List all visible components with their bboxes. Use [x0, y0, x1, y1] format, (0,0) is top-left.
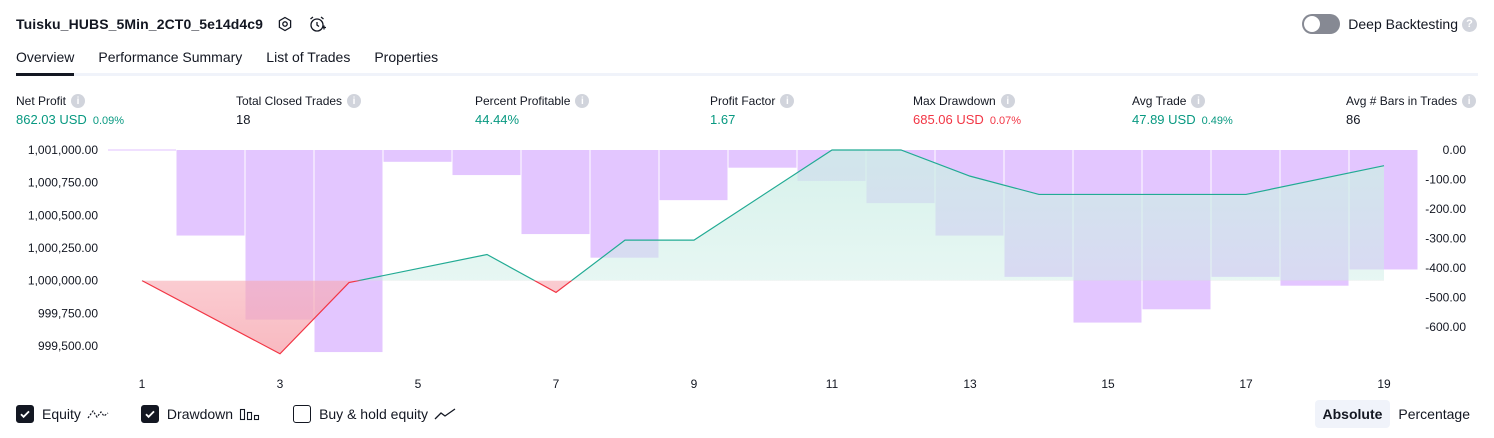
left-axis-tick-label: 1,000,250.00 [28, 241, 98, 255]
deep-backtesting-control: Deep Backtesting ? [1302, 13, 1477, 35]
x-axis-tick-label: 5 [415, 377, 422, 390]
drawdown-bar [176, 150, 245, 236]
x-axis-tick-label: 19 [1377, 377, 1391, 390]
legend-equity[interactable]: Equity [16, 405, 109, 423]
buy-hold-checkbox[interactable] [293, 405, 312, 423]
x-axis-tick-label: 11 [826, 377, 839, 390]
metric-label: Avg Trade [1132, 94, 1187, 108]
metric-value: 47.89 USD [1132, 112, 1196, 127]
metric-value: 44.44% [475, 112, 520, 127]
x-axis-tick-label: 15 [1101, 377, 1115, 390]
drawdown-bar [314, 150, 383, 353]
metric-label: Max Drawdown [913, 94, 996, 108]
metric-value: 862.03 USD [16, 112, 87, 127]
metric-avg-trade: Avg Trade i 47.89 USD 0.49% [1132, 92, 1233, 127]
drawdown-bar [728, 150, 797, 168]
tab-properties[interactable]: Properties [374, 49, 439, 65]
right-axis-tick-label: -100.00 [1425, 173, 1466, 187]
metric-avg-bars-in-trades: Avg # Bars in Trades i 86 [1346, 92, 1477, 127]
help-icon[interactable]: i [71, 94, 86, 108]
legend-drawdown[interactable]: Drawdown [140, 405, 261, 423]
equity-drawdown-chart[interactable]: 1,001,000.00 1,000,750.00 1,000,500.00 1,00… [0, 140, 1494, 390]
metric-label: Net Profit [16, 94, 67, 108]
metric-value: 1.67 [710, 112, 736, 127]
metric-value: 18 [236, 112, 251, 127]
metric-percent-profitable: Percent Profitable i 44.44% [475, 92, 590, 127]
metric-label: Profit Factor [710, 94, 776, 108]
metric-percent: 0.09% [92, 115, 125, 127]
x-axis-tick-label: 7 [553, 377, 560, 390]
legend-label: Drawdown [166, 406, 234, 422]
help-icon[interactable]: i [1000, 94, 1015, 108]
strategy-title: Tuisku_HUBS_5Min_2CT0_5e14d4c9 [16, 16, 264, 32]
left-axis-tick-label: 1,001,000.00 [28, 143, 98, 157]
right-axis-tick-label: -200.00 [1425, 202, 1466, 216]
x-axis-tick-label: 9 [691, 377, 698, 390]
equity-checkbox[interactable] [16, 405, 34, 423]
buy-hold-line-icon [434, 408, 456, 420]
left-axis-tick-label: 1,000,750.00 [28, 176, 98, 190]
metric-value: 685.06 USD [913, 112, 984, 127]
tab-performance-summary[interactable]: Performance Summary [98, 49, 243, 65]
drawdown-bar [383, 150, 452, 162]
help-icon[interactable]: i [1462, 94, 1477, 108]
right-axis-tick-label: -600.00 [1425, 320, 1466, 334]
equity-line [142, 149, 1385, 281]
right-axis-tick-label: -400.00 [1425, 261, 1466, 275]
chart-legend: Equity Drawdown Buy & hold equity [16, 403, 488, 425]
help-icon[interactable]: i [347, 94, 362, 108]
metric-label: Avg # Bars in Trades [1346, 94, 1458, 108]
metric-profit-factor: Profit Factor i 1.67 [710, 92, 795, 127]
left-axis-tick-label: 999,750.00 [38, 306, 98, 320]
mode-absolute[interactable]: Absolute [1314, 400, 1391, 428]
metric-percent: 0.49% [1201, 115, 1233, 127]
left-axis-tick-label: 999,500.00 [38, 339, 98, 353]
left-axis-tick-label: 1,000,000.00 [28, 274, 98, 288]
x-axis-tick-label: 17 [1239, 377, 1253, 390]
left-axis-tick-label: 1,000,500.00 [28, 208, 98, 222]
settings-icon[interactable] [273, 12, 297, 36]
x-axis-tick-label: 3 [277, 377, 284, 390]
legend-label: Equity [42, 406, 81, 422]
metric-total-closed-trades: Total Closed Trades i 18 [236, 92, 362, 127]
legend-label: Buy & hold equity [319, 406, 429, 422]
metrics-row: Net Profit i 862.03 USD 0.09% Total Closed… [16, 92, 1478, 132]
mode-percentage[interactable]: Percentage [1398, 406, 1470, 422]
add-alert-icon[interactable] [305, 12, 329, 36]
metric-max-drawdown: Max Drawdown i 685.06 USD 0.07% [913, 92, 1021, 127]
drawdown-bar [452, 150, 521, 176]
metric-label: Total Closed Trades [236, 94, 343, 108]
deep-backtesting-label: Deep Backtesting [1348, 16, 1458, 32]
drawdown-checkbox[interactable] [140, 405, 159, 423]
toggle-knob [1304, 16, 1321, 32]
right-axis-tick-label: -300.00 [1425, 232, 1466, 246]
help-icon[interactable]: i [1191, 94, 1206, 108]
tab-overview[interactable]: Overview [16, 44, 75, 76]
metric-value: 86 [1346, 112, 1361, 127]
help-icon[interactable]: ? [1462, 16, 1477, 32]
value-mode-switch: Absolute Percentage [1314, 400, 1479, 428]
tab-list-of-trades[interactable]: List of Trades [266, 49, 351, 65]
equity-profit-area [142, 150, 1384, 281]
deep-backtesting-toggle[interactable] [1302, 14, 1341, 34]
metric-label: Percent Profitable [475, 94, 571, 108]
metric-percent: 0.07% [989, 115, 1022, 127]
x-axis-tick-label: 13 [963, 377, 977, 390]
right-axis-tick-label: -500.00 [1425, 291, 1466, 305]
drawdown-bar [659, 150, 728, 201]
metric-net-profit: Net Profit i 862.03 USD 0.09% [16, 92, 124, 127]
report-header: Tuisku_HUBS_5Min_2CT0_5e14d4c9 [16, 12, 329, 36]
drawdown-bars-icon [240, 408, 260, 421]
report-tabs: Overview Performance Summary List of Tra… [16, 44, 1478, 76]
drawdown-bar [521, 150, 590, 235]
help-icon[interactable]: i [575, 94, 590, 108]
help-icon[interactable]: i [780, 94, 795, 108]
legend-buy-hold-equity[interactable]: Buy & hold equity [293, 405, 456, 423]
right-axis-tick-label: 0.00 [1443, 143, 1467, 157]
equity-line-icon [87, 409, 109, 419]
x-axis-tick-label: 1 [139, 377, 146, 390]
